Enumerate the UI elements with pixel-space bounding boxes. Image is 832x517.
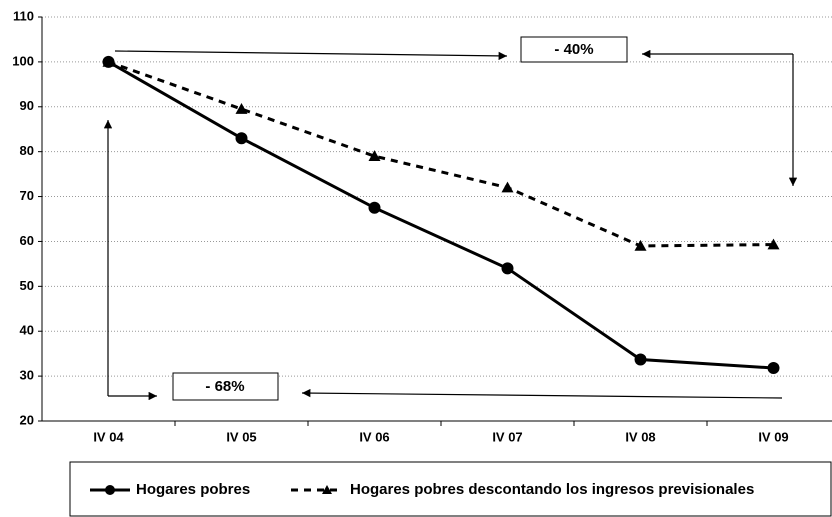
point: [501, 181, 514, 193]
annotation: - 40%: [554, 41, 593, 58]
series-line: [107, 60, 774, 248]
point: [235, 103, 248, 114]
point: [634, 353, 647, 366]
series-line: [107, 60, 774, 370]
arrow: [301, 388, 783, 399]
annotation: - 68%: [205, 378, 244, 395]
y-tick-label: 80: [20, 143, 34, 158]
legend-label: Hogares pobres: [136, 481, 250, 498]
y-tick-label: 30: [20, 368, 34, 383]
y-tick-label: 110: [13, 8, 34, 23]
annotation-box: [172, 372, 279, 401]
point: [767, 238, 780, 250]
point: [634, 239, 647, 251]
point: [767, 362, 780, 375]
point: [102, 55, 115, 67]
x-tick-label: IV 04: [93, 429, 124, 444]
annotation-box: [520, 36, 628, 63]
y-tick-label: 20: [20, 412, 34, 427]
point: [235, 132, 248, 145]
y-tick-label: 100: [12, 53, 34, 68]
legend-swatch: [105, 485, 115, 495]
legend-swatch: [322, 485, 332, 494]
annotation-arrows: [103, 49, 798, 401]
y-tick-label: 40: [20, 323, 34, 338]
legend: [69, 461, 832, 517]
y-tick-label: 60: [20, 233, 34, 248]
point: [368, 201, 381, 214]
x-tick-label: IV 07: [492, 429, 522, 444]
arrow: [114, 50, 508, 61]
x-tick-label: IV 09: [758, 429, 788, 444]
grid: [42, 16, 832, 377]
y-tick-label: 70: [20, 188, 34, 203]
x-tick-label: IV 08: [625, 429, 655, 444]
point: [501, 262, 514, 275]
y-tick-label: 90: [20, 98, 34, 113]
x-tick-label: IV 05: [226, 429, 256, 444]
legend-label: Hogares pobres descontando los ingresos …: [350, 481, 754, 498]
point: [368, 150, 381, 161]
y-tick-label: 50: [20, 278, 34, 293]
x-tick-label: IV 06: [359, 429, 389, 444]
